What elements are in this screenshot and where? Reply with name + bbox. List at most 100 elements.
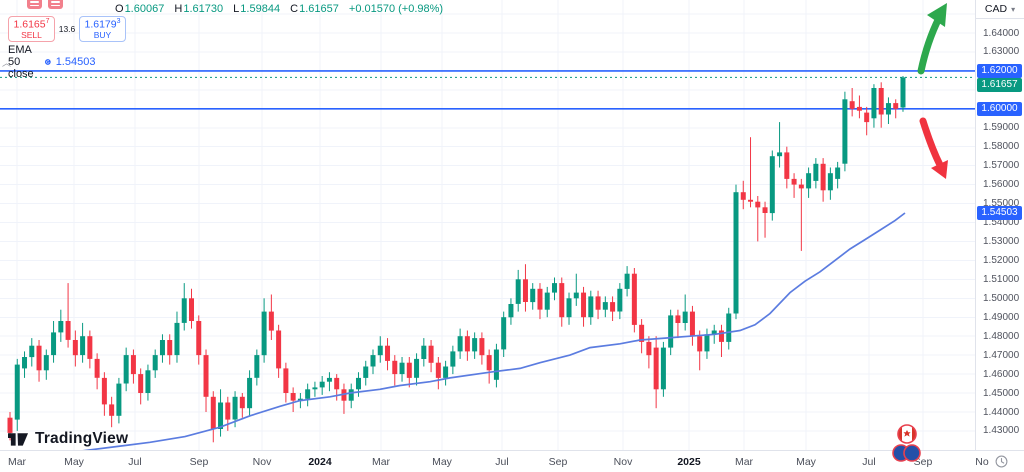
chevron-up-icon[interactable]: ︿ [2, 58, 12, 68]
price-axis[interactable]: CAD ▾ 1.640001.630001.620001.610001.6000… [975, 0, 1024, 450]
candle [355, 377, 361, 390]
candle [225, 402, 231, 420]
candle [675, 315, 681, 323]
candle [718, 330, 724, 342]
candle [791, 178, 797, 185]
y-axis-label: 1.56000 [983, 179, 1020, 191]
candle [399, 362, 405, 375]
candle [755, 201, 761, 208]
candle [573, 292, 579, 299]
price-level-badge: 1.62000 [977, 63, 1022, 78]
candle [668, 315, 674, 348]
candle [435, 362, 441, 378]
candle [682, 311, 688, 323]
y-axis-label: 1.50000 [983, 292, 1020, 304]
candle [428, 345, 434, 363]
candle [515, 279, 521, 304]
candle [827, 173, 833, 191]
tradingview-mark-icon [8, 433, 29, 446]
candle [639, 324, 645, 342]
candle [268, 311, 274, 331]
high-label: H [174, 3, 183, 15]
candle [610, 302, 616, 312]
candle [653, 347, 659, 390]
candle [726, 313, 732, 342]
candle [798, 184, 804, 189]
sell-button[interactable]: 1.61657 SELL [8, 16, 55, 42]
candle [43, 355, 49, 371]
x-axis-label: May [64, 456, 84, 468]
y-axis-label: 1.49000 [983, 311, 1020, 323]
down-arrow [919, 117, 948, 179]
candle [871, 88, 877, 119]
candle [138, 374, 144, 393]
candle [116, 383, 122, 416]
candle [348, 389, 354, 401]
hamburger-menu-icon[interactable] [48, 0, 63, 9]
candle [493, 349, 499, 380]
candle [72, 340, 78, 356]
candle [885, 103, 891, 115]
currency-label: CAD [984, 3, 1008, 15]
y-axis-label: 1.59000 [983, 122, 1020, 134]
ema-value-badge: 1.54503 [977, 205, 1022, 220]
up-arrow [917, 3, 947, 75]
candle [7, 417, 13, 433]
candle [769, 156, 775, 214]
candle [472, 338, 478, 352]
candle [297, 398, 303, 401]
chevron-down-icon: ▾ [1011, 4, 1016, 14]
time-axis[interactable]: Mar May Jul Sep Nov 2024 Mar May Jul Sep Nov 2025 Ma… [0, 450, 1024, 472]
y-axis-label: 1.64000 [983, 27, 1020, 39]
x-axis-label: Sep [548, 456, 568, 468]
chart-canvas[interactable] [0, 0, 975, 450]
candle [247, 377, 253, 409]
y-axis-label: 1.58000 [983, 141, 1020, 153]
candle [733, 192, 739, 314]
x-axis-label: Nov [252, 456, 272, 468]
candle [174, 322, 180, 356]
candle [631, 273, 637, 325]
y-axis-label: 1.51000 [983, 273, 1020, 285]
candle [893, 103, 899, 109]
indicator-loading-icon[interactable] [44, 56, 51, 68]
currency-dropdown[interactable]: CAD ▾ [976, 0, 1024, 19]
candle [109, 404, 115, 416]
ema-indicator-row[interactable]: EMA 50 close 1.54503 [8, 44, 95, 80]
close-label: C [290, 3, 299, 15]
x-axis-label: May [432, 456, 452, 468]
symbol-menu-icon[interactable] [27, 0, 42, 9]
candle [203, 355, 209, 397]
candle [385, 345, 391, 361]
candle [36, 345, 42, 371]
y-axis-label: 1.48000 [983, 330, 1020, 342]
x-axis-label: 2025 [677, 456, 701, 468]
y-axis-label: 1.44000 [983, 406, 1020, 418]
buy-button[interactable]: 1.61793 BUY [79, 16, 126, 42]
candle [617, 288, 623, 312]
candle [878, 88, 884, 115]
candle [29, 345, 35, 358]
candle [159, 340, 165, 356]
change-value: +0.01570 (+0.98%) [348, 3, 444, 15]
candle [312, 387, 318, 390]
tradingview-wordmark: TradingView [35, 430, 129, 447]
time-settings-icon[interactable] [995, 455, 1008, 468]
candle [864, 112, 870, 123]
x-axis-label: Sep [189, 456, 209, 468]
candle [290, 393, 296, 401]
y-axis-label: 1.57000 [983, 160, 1020, 172]
y-axis-label: 1.55000 [983, 198, 1020, 210]
candle [232, 396, 238, 420]
current-price-badge: 1.61657 [977, 78, 1022, 93]
candle [602, 302, 608, 310]
tradingview-logo[interactable]: TradingView [8, 430, 128, 448]
sell-button-label: SELL [21, 30, 42, 41]
y-axis-label: 1.54000 [983, 217, 1020, 228]
candle [762, 207, 768, 213]
candle [443, 366, 449, 378]
candle [508, 304, 514, 318]
close-value: 1.61657 [299, 3, 339, 15]
candle [624, 273, 630, 289]
y-axis-label: 1.45000 [983, 387, 1020, 399]
